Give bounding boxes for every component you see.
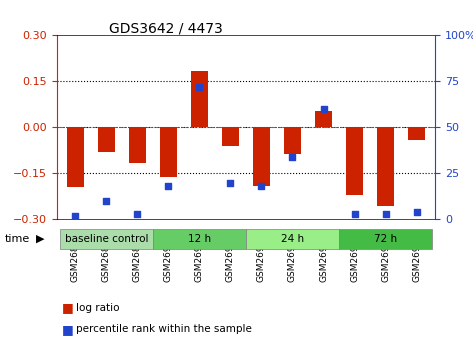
Point xyxy=(413,209,420,215)
Point xyxy=(351,211,359,217)
FancyBboxPatch shape xyxy=(339,229,432,249)
Text: 12 h: 12 h xyxy=(188,234,211,244)
Text: baseline control: baseline control xyxy=(65,234,148,244)
Point xyxy=(258,183,265,189)
Bar xyxy=(98,127,115,152)
Bar xyxy=(129,127,146,163)
Bar xyxy=(67,127,84,187)
Bar xyxy=(408,127,425,140)
Bar xyxy=(284,127,301,154)
Point xyxy=(133,211,141,217)
Point xyxy=(71,213,79,219)
Point xyxy=(320,106,327,112)
FancyBboxPatch shape xyxy=(60,229,153,249)
Bar xyxy=(315,110,332,127)
Text: ■: ■ xyxy=(61,323,73,336)
Text: 24 h: 24 h xyxy=(281,234,304,244)
FancyBboxPatch shape xyxy=(246,229,339,249)
Point xyxy=(382,211,389,217)
Text: 72 h: 72 h xyxy=(374,234,397,244)
Bar xyxy=(160,127,177,177)
Point xyxy=(227,180,234,185)
Point xyxy=(196,84,203,90)
Point xyxy=(103,198,110,204)
Text: log ratio: log ratio xyxy=(76,303,119,313)
Bar xyxy=(191,71,208,127)
Text: ▶: ▶ xyxy=(35,234,44,244)
Text: GDS3642 / 4473: GDS3642 / 4473 xyxy=(109,21,222,35)
Bar xyxy=(222,127,239,146)
Point xyxy=(289,154,296,160)
Bar xyxy=(253,127,270,186)
Bar xyxy=(346,127,363,195)
Text: percentile rank within the sample: percentile rank within the sample xyxy=(76,324,252,334)
FancyBboxPatch shape xyxy=(153,229,246,249)
Bar xyxy=(377,127,394,206)
Text: ■: ■ xyxy=(61,302,73,314)
Point xyxy=(165,183,172,189)
Text: time: time xyxy=(5,234,30,244)
